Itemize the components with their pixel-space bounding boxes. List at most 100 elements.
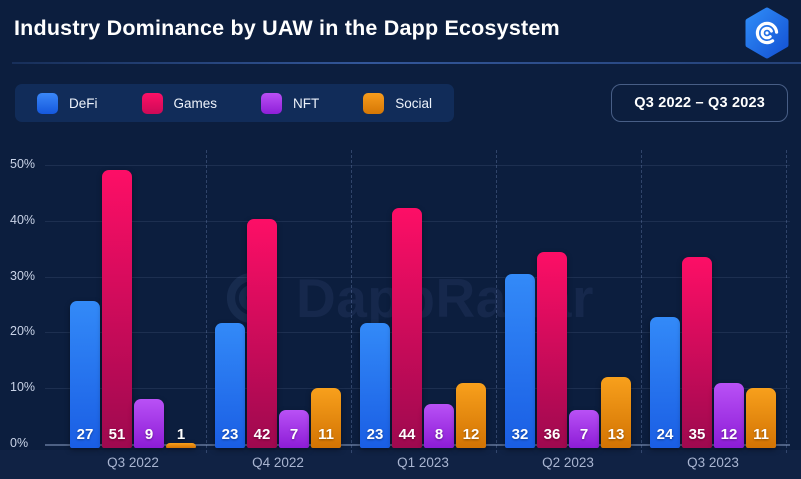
legend-item-nft: NFT <box>261 92 320 114</box>
group-separator <box>785 150 787 453</box>
bar-defi-q1-2023 <box>360 322 390 448</box>
legend-label: NFT <box>293 95 320 111</box>
bar-column-games: 36 <box>537 150 567 448</box>
bar-column-games: 35 <box>682 150 712 448</box>
bar-value-label: 44 <box>398 426 416 443</box>
legend-label: DeFi <box>69 95 98 111</box>
defi-swatch-icon <box>37 92 58 114</box>
legend-label: Social <box>395 95 433 111</box>
bar-value-label: 11 <box>753 426 769 443</box>
bar-value-label: 12 <box>720 426 738 443</box>
bar-social-q1-2023 <box>456 382 486 448</box>
bar-games-q2-2023 <box>537 251 567 448</box>
group-separator <box>350 150 352 453</box>
bar-column-nft: 7 <box>569 150 599 448</box>
page-title: Industry Dominance by UAW in the Dapp Ec… <box>14 16 560 40</box>
y-tick-label: 10% <box>10 380 36 395</box>
x-category-label: Q3 2023 <box>687 455 739 470</box>
bar-social-q4-2022 <box>311 388 341 448</box>
bar-value-label: 9 <box>144 426 154 443</box>
bar-column-games: 44 <box>392 150 422 448</box>
bar-value-label: 7 <box>579 426 589 443</box>
bar-column-defi: 23 <box>215 150 245 448</box>
y-tick-label: 40% <box>10 212 36 227</box>
bar-social-q3-2022 <box>166 442 196 448</box>
bar-column-games: 51 <box>102 150 132 448</box>
legend-item-social: Social <box>363 92 433 114</box>
bar-social-q2-2023 <box>601 377 631 448</box>
bar-column-social: 13 <box>601 150 631 448</box>
bar-games-q1-2023 <box>392 208 422 448</box>
legend-item-games: Games <box>141 92 218 114</box>
bar-group-q3-2022: 27 51 9 1 <box>61 150 206 448</box>
bar-value-label: 12 <box>462 426 480 443</box>
bar-defi-q2-2023 <box>505 273 535 448</box>
bar-column-defi: 23 <box>360 150 390 448</box>
y-tick-label: 20% <box>10 324 36 339</box>
social-swatch-icon <box>363 92 385 114</box>
bar-nft-q4-2022 <box>279 409 309 448</box>
bar-defi-q4-2022 <box>215 322 245 448</box>
y-tick-label: 30% <box>10 268 36 283</box>
y-tick-label: 50% <box>10 157 36 171</box>
bar-group-q3-2023: 24 35 12 11 <box>641 150 786 448</box>
bar-value-label: 36 <box>543 426 561 443</box>
bar-column-nft: 12 <box>714 150 744 448</box>
bar-column-nft: 8 <box>424 150 454 448</box>
bar-value-label: 51 <box>108 426 126 443</box>
bar-value-label: 13 <box>607 426 625 443</box>
bar-group-q4-2022: 23 42 7 11 <box>206 150 351 448</box>
bar-value-label: 32 <box>511 426 529 443</box>
bar-column-games: 42 <box>247 150 277 448</box>
period-badge: Q3 2022 – Q3 2023 <box>611 84 788 122</box>
group-separator <box>205 150 207 453</box>
bar-value-label: 23 <box>366 426 384 443</box>
dappradar-logo-icon <box>745 7 789 59</box>
games-swatch-icon <box>141 92 163 114</box>
bar-defi-q3-2023 <box>650 317 680 448</box>
bar-column-nft: 9 <box>134 150 164 448</box>
bar-column-nft: 7 <box>279 150 309 448</box>
y-tick-label: 0% <box>10 436 29 450</box>
bar-games-q3-2023 <box>682 257 712 448</box>
bar-group-q1-2023: 23 44 8 12 <box>351 150 496 448</box>
bar-games-q3-2022 <box>102 170 132 448</box>
nft-swatch-icon <box>261 92 283 114</box>
group-separator <box>495 150 497 453</box>
chart-legend: DeFi Games NFT Social <box>15 84 455 122</box>
bar-column-social: 11 <box>746 150 776 448</box>
bar-column-defi: 32 <box>505 150 535 448</box>
bar-column-social: 12 <box>456 150 486 448</box>
group-separator <box>640 150 642 453</box>
header-divider <box>12 62 801 64</box>
bar-value-label: 11 <box>318 426 334 443</box>
bar-value-label: 1 <box>176 426 186 443</box>
x-category-label: Q1 2023 <box>397 455 449 470</box>
bar-nft-q2-2023 <box>569 409 599 448</box>
bar-value-label: 8 <box>434 426 444 443</box>
bar-nft-q1-2023 <box>424 404 454 448</box>
bar-value-label: 42 <box>253 426 271 443</box>
bar-nft-q3-2023 <box>714 382 744 448</box>
bar-column-defi: 27 <box>70 150 100 448</box>
bar-value-label: 23 <box>221 426 239 443</box>
bar-value-label: 35 <box>688 426 706 443</box>
bar-value-label: 7 <box>289 426 299 443</box>
legend-label: Games <box>173 95 218 111</box>
x-category-label: Q4 2022 <box>252 455 304 470</box>
bar-value-label: 27 <box>76 426 94 443</box>
bar-column-social: 1 <box>166 150 196 448</box>
bar-games-q4-2022 <box>247 219 277 448</box>
x-category-label: Q3 2022 <box>107 455 159 470</box>
x-category-label: Q2 2023 <box>542 455 594 470</box>
bar-group-q2-2023: 32 36 7 13 <box>496 150 641 448</box>
bar-column-social: 11 <box>311 150 341 448</box>
gridline-50% <box>45 165 790 166</box>
bar-column-defi: 24 <box>650 150 680 448</box>
bar-social-q3-2023 <box>746 388 776 448</box>
legend-item-defi: DeFi <box>37 92 98 114</box>
bar-nft-q3-2022 <box>134 398 164 448</box>
bar-value-label: 24 <box>656 426 674 443</box>
